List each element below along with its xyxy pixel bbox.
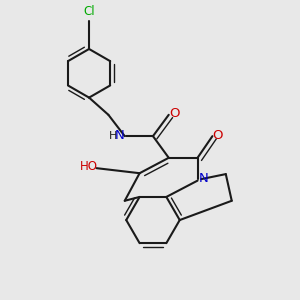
Text: O: O <box>169 107 179 120</box>
Text: N: N <box>115 129 124 142</box>
Text: Cl: Cl <box>83 5 95 18</box>
Text: N: N <box>199 172 209 185</box>
Text: H: H <box>109 130 118 141</box>
Text: HO: HO <box>80 160 98 173</box>
Text: O: O <box>212 129 223 142</box>
